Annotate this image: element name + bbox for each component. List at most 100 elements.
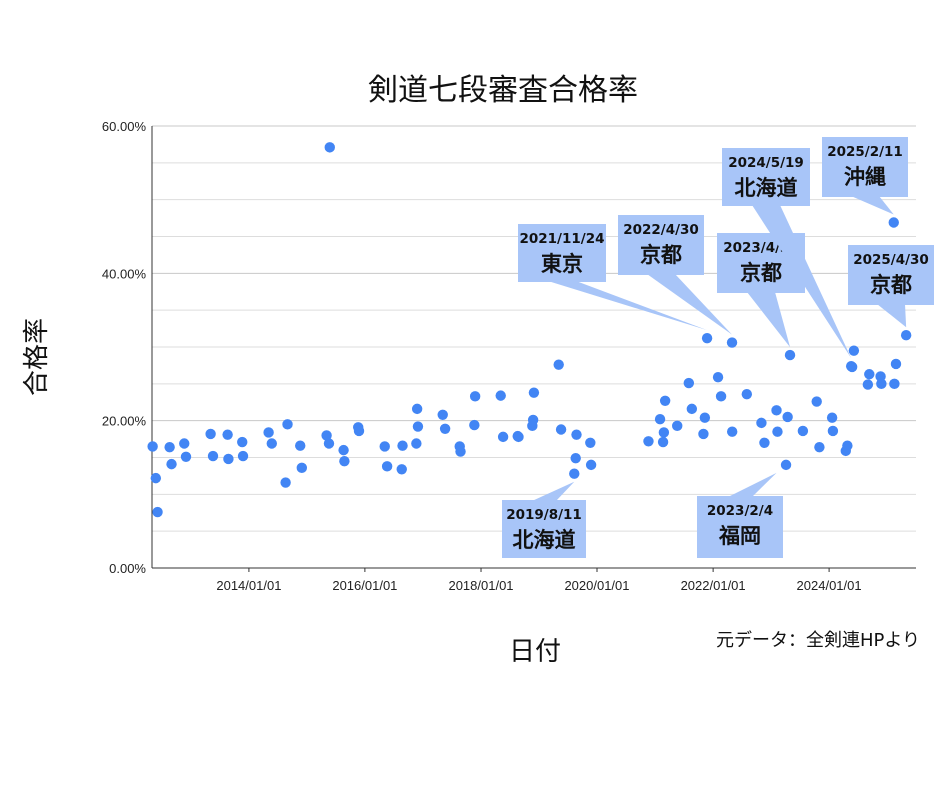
x-tick-label: 2022/01/01 xyxy=(681,578,746,593)
x-tick-label: 2020/01/01 xyxy=(564,578,629,593)
data-point xyxy=(223,453,234,465)
callout: 2023/2/4 福岡 xyxy=(697,472,783,558)
data-point xyxy=(513,431,524,443)
data-point xyxy=(846,361,858,373)
data-point xyxy=(412,421,424,432)
callout-box xyxy=(697,496,783,558)
data-point xyxy=(890,358,902,370)
data-point xyxy=(527,414,539,426)
data-point xyxy=(741,388,753,400)
data-point xyxy=(699,412,711,423)
data-point xyxy=(756,417,767,429)
callout-pointer xyxy=(647,274,733,335)
callout-pointer xyxy=(851,196,894,215)
x-tick-label: 2024/01/01 xyxy=(797,578,862,593)
data-point xyxy=(282,419,293,430)
data-point xyxy=(683,377,695,389)
data-point xyxy=(780,459,792,471)
data-point xyxy=(266,438,277,449)
data-point xyxy=(659,395,671,406)
callout-box xyxy=(502,500,586,558)
data-point xyxy=(469,419,480,431)
data-point xyxy=(862,379,874,390)
data-point xyxy=(455,446,466,457)
source-note: 元データ：全剣連HPより xyxy=(716,630,920,651)
x-tick-label: 2018/01/01 xyxy=(448,578,513,593)
data-point xyxy=(323,438,335,449)
data-point xyxy=(888,217,899,228)
data-point xyxy=(396,464,407,475)
data-point xyxy=(295,440,306,451)
data-point xyxy=(207,450,219,462)
data-point xyxy=(876,378,887,390)
callout: 2025/4/30 京都 xyxy=(848,245,934,328)
data-point xyxy=(411,438,422,449)
data-point xyxy=(658,427,670,438)
callout-pointer xyxy=(548,281,708,331)
data-point xyxy=(715,391,727,402)
callout: 2022/4/30 京都 xyxy=(618,215,733,335)
y-tick-label: 0.00% xyxy=(109,561,146,576)
data-point xyxy=(296,462,308,474)
callout-pointer xyxy=(728,472,777,497)
data-point xyxy=(701,332,713,344)
data-point xyxy=(814,441,825,453)
callout-place: 北海道 xyxy=(513,528,576,552)
data-point xyxy=(842,440,853,451)
data-point xyxy=(827,425,839,437)
data-point xyxy=(166,458,177,470)
points xyxy=(147,142,912,518)
data-point xyxy=(672,420,683,432)
callout-date: 2025/4/30 xyxy=(853,252,929,268)
callouts: 2019/8/11北海道2021/11/24東京2022/4/30京都2023/… xyxy=(502,137,934,558)
data-point xyxy=(900,330,912,341)
callout: 2019/8/11 北海道 xyxy=(502,481,586,558)
data-point xyxy=(164,441,175,453)
data-point xyxy=(585,437,596,448)
callout-date: 2025/2/11 xyxy=(827,144,903,160)
callout: 2025/2/11 沖縄 xyxy=(822,137,908,215)
callout-date: 2023/2/4 xyxy=(707,503,773,519)
data-point xyxy=(555,424,567,435)
x-tick-label: 2016/01/01 xyxy=(332,578,397,593)
y-tick-label: 20.00% xyxy=(102,414,147,429)
callout-date: 2021/11/24 xyxy=(519,231,604,247)
callout-pointer xyxy=(752,205,852,359)
chart-title: 剣道七段審査合格率 xyxy=(368,73,638,108)
callout: 2021/11/24 東京 xyxy=(518,224,708,331)
data-point xyxy=(324,142,335,153)
callout-date: 2024/5/19 xyxy=(728,155,804,171)
data-point xyxy=(759,437,770,448)
data-point xyxy=(263,427,274,438)
data-point xyxy=(321,430,332,441)
x-axis-title: 日付 xyxy=(509,637,561,667)
data-point xyxy=(797,425,809,437)
data-point xyxy=(469,391,481,402)
data-point xyxy=(411,403,423,415)
callout-pointer xyxy=(532,481,575,501)
data-point xyxy=(497,431,509,443)
data-point xyxy=(439,423,451,434)
y-axis-title: 合格率 xyxy=(22,318,52,396)
data-point xyxy=(397,440,408,451)
data-point xyxy=(698,428,709,440)
data-point xyxy=(222,429,233,440)
callout-pointer xyxy=(747,292,791,348)
callout-box xyxy=(848,245,934,305)
data-point xyxy=(826,412,838,423)
data-point xyxy=(585,459,597,471)
data-point xyxy=(381,461,393,472)
data-point xyxy=(772,426,783,437)
data-point xyxy=(654,413,666,425)
data-point xyxy=(571,429,582,440)
data-point xyxy=(205,428,216,440)
data-point xyxy=(569,468,580,479)
data-point xyxy=(495,390,506,401)
data-point xyxy=(771,405,782,416)
data-point xyxy=(152,506,163,518)
data-point xyxy=(237,436,248,448)
data-point xyxy=(643,436,654,447)
data-point xyxy=(784,349,796,361)
data-point xyxy=(726,426,738,437)
